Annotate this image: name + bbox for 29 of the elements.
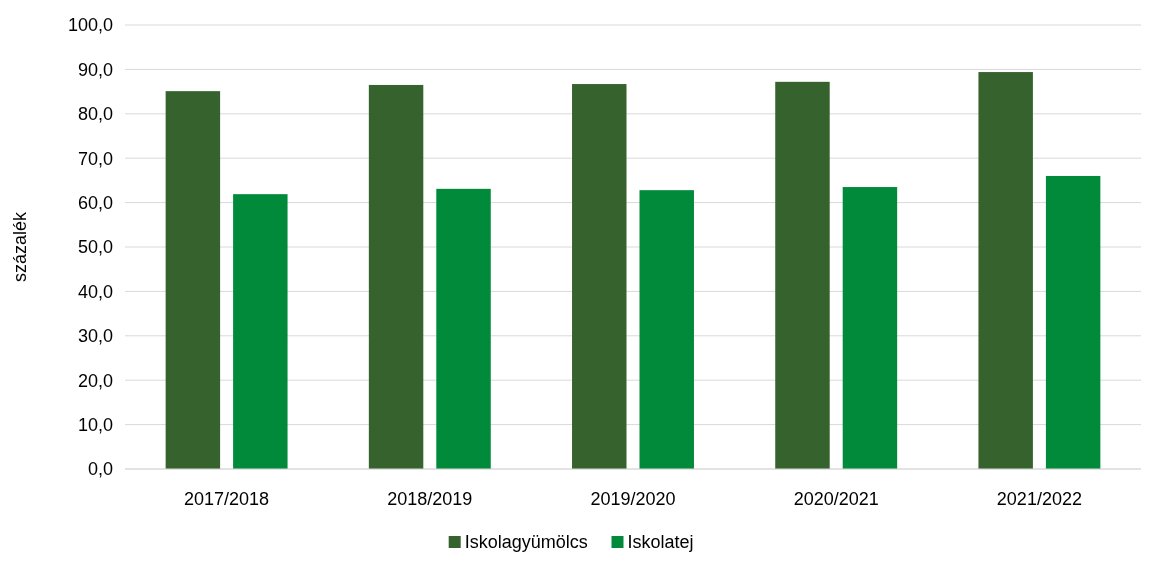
y-tick-label: 10,0 bbox=[77, 414, 113, 435]
bar bbox=[1045, 175, 1101, 469]
bar bbox=[572, 84, 627, 469]
y-tick-label: 50,0 bbox=[77, 237, 113, 258]
y-tick-label: 30,0 bbox=[77, 326, 113, 347]
x-tick-label: 2019/2020 bbox=[590, 489, 676, 509]
y-tick-label: 20,0 bbox=[77, 370, 113, 391]
legend-label: Iskolatej bbox=[627, 532, 694, 553]
y-tick-label: 100,0 bbox=[67, 15, 113, 36]
x-tick-label: 2021/2022 bbox=[996, 489, 1082, 509]
bar bbox=[842, 187, 898, 469]
legend-label: Iskolagyümölcs bbox=[464, 532, 588, 553]
y-tick-label: 70,0 bbox=[77, 148, 113, 169]
bar bbox=[165, 91, 221, 469]
bar bbox=[775, 81, 830, 469]
bar bbox=[639, 190, 694, 469]
y-tick-label: 80,0 bbox=[77, 104, 113, 125]
x-tick-label: 2020/2021 bbox=[793, 489, 879, 509]
y-tick-label: 0,0 bbox=[87, 459, 113, 480]
y-axis-title: százalék bbox=[10, 210, 30, 283]
y-tick-label: 60,0 bbox=[77, 192, 113, 213]
bar bbox=[233, 194, 288, 469]
y-tick-label: 40,0 bbox=[77, 281, 113, 302]
x-tick-label: 2018/2019 bbox=[387, 489, 473, 509]
x-tick-label: 2017/2018 bbox=[184, 489, 270, 509]
bar bbox=[368, 84, 424, 469]
bar bbox=[978, 72, 1033, 469]
y-tick-label: 90,0 bbox=[77, 59, 113, 80]
bar bbox=[436, 188, 491, 469]
